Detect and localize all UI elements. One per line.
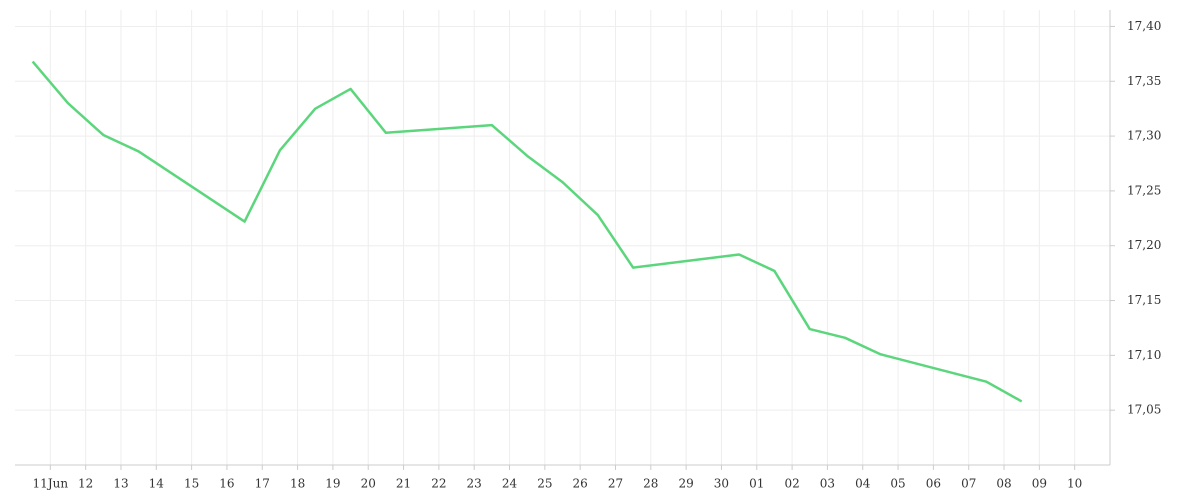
- x-tick-label: 06: [926, 477, 941, 491]
- x-tick-label: 09: [1032, 477, 1047, 491]
- x-tick-label: 20: [361, 477, 376, 491]
- x-tick-label: 21: [396, 477, 411, 491]
- y-tick-label: 17,05: [1127, 403, 1161, 417]
- y-tick-label: 17,35: [1127, 74, 1161, 88]
- x-tick-label: 15: [184, 477, 199, 491]
- x-tick-label: 13: [113, 477, 128, 491]
- x-tick-label: 30: [714, 477, 729, 491]
- x-tick-label: 05: [890, 477, 905, 491]
- x-tick-label: 22: [431, 477, 446, 491]
- data-line: [31, 60, 1023, 403]
- x-tick-label: 08: [996, 477, 1011, 491]
- x-tick-label: 11Jun: [33, 477, 69, 491]
- x-tick-label: 29: [678, 477, 693, 491]
- x-tick-label: 25: [537, 477, 552, 491]
- x-tick-label: 07: [961, 477, 976, 491]
- x-tick-label: 14: [149, 477, 165, 491]
- x-tick-label: 12: [78, 477, 93, 491]
- x-tick-label: 02: [784, 477, 799, 491]
- y-tick-label: 17,40: [1127, 19, 1161, 33]
- x-tick-label: 26: [573, 477, 588, 491]
- x-tick-label: 19: [325, 477, 340, 491]
- y-tick-label: 17,15: [1127, 293, 1161, 307]
- x-tick-label: 17: [255, 477, 270, 491]
- x-tick-label: 16: [219, 477, 234, 491]
- x-tick-label: 04: [855, 477, 871, 491]
- x-tick-label: 03: [820, 477, 835, 491]
- y-tick-label: 17,10: [1127, 348, 1161, 362]
- y-tick-label: 17,20: [1127, 238, 1161, 252]
- x-tick-label: 28: [643, 477, 658, 491]
- x-tick-label: 10: [1067, 477, 1082, 491]
- x-tick-label: 23: [467, 477, 482, 491]
- y-tick-label: 17,25: [1127, 183, 1161, 197]
- x-tick-label: 01: [749, 477, 764, 491]
- x-tick-label: 24: [502, 477, 518, 491]
- y-tick-label: 17,30: [1127, 129, 1161, 143]
- x-tick-label: 27: [608, 477, 623, 491]
- x-tick-label: 18: [290, 477, 305, 491]
